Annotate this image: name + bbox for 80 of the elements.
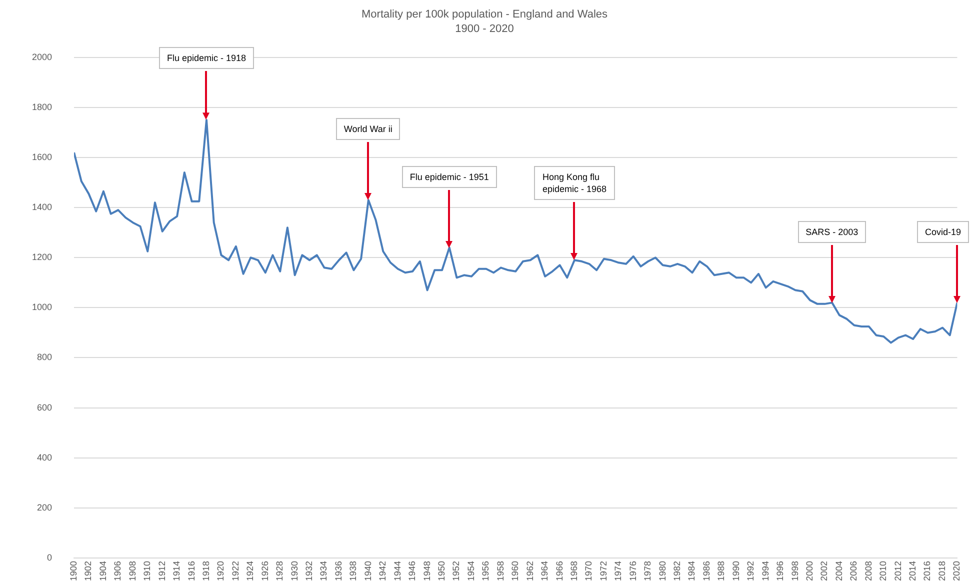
annotation: Hong Kong flu epidemic - 1968: [534, 166, 615, 200]
x-tick-label: 2012: [892, 560, 903, 582]
x-tick-label: 1974: [613, 560, 624, 582]
x-tick-label: 1930: [289, 560, 300, 582]
chart-title: Mortality per 100k population - England and Wales: [361, 8, 608, 21]
x-tick-label: 1988: [716, 560, 726, 582]
annotation: Flu epidemic - 1918: [158, 47, 254, 70]
y-tick-label: 0: [47, 552, 52, 562]
x-tick-label: 1900: [68, 560, 79, 582]
y-tick-label: 1400: [32, 202, 52, 212]
x-tick-label: 1940: [362, 560, 373, 582]
x-tick-label: 1950: [436, 560, 446, 582]
x-tick-label: 1922: [230, 560, 240, 582]
x-tick-label: 2000: [804, 560, 814, 582]
x-tick-label: 1936: [333, 560, 344, 582]
x-tick-label: 2018: [936, 560, 947, 582]
x-tick-label: 1992: [746, 560, 756, 582]
annotation: Covid-19: [917, 220, 970, 243]
chart-subtitle: 1900 - 2020: [455, 22, 514, 35]
y-tick-label: 1000: [32, 302, 52, 312]
y-tick-label: 600: [36, 402, 52, 412]
x-tick-label: 2010: [878, 560, 888, 582]
x-tick-label: 1918: [200, 560, 211, 582]
y-tick-label: 1200: [32, 252, 52, 262]
x-tick-label: 1908: [127, 560, 138, 582]
annotation: World War ii: [336, 118, 400, 140]
x-tick-label: 1920: [216, 560, 226, 582]
x-tick-label: 1928: [274, 560, 285, 582]
x-tick-label: 1964: [540, 560, 550, 582]
y-tick-label: 400: [36, 452, 52, 462]
y-tick-label: 2000: [32, 52, 52, 62]
x-tick-label: 1946: [407, 560, 418, 582]
x-tick-label: 2016: [922, 560, 932, 582]
x-tick-label: 1968: [568, 560, 579, 582]
x-tick-label: 1980: [657, 560, 668, 582]
annotation: SARS - 2003: [798, 220, 866, 243]
x-tick-label: 1958: [495, 560, 506, 582]
x-tick-label: 1916: [186, 560, 196, 582]
x-tick-label: 1976: [628, 560, 638, 582]
x-tick-label: 1972: [598, 560, 608, 582]
x-tick-label: 1960: [510, 560, 520, 582]
x-tick-label: 1934: [318, 560, 329, 582]
x-tick-label: 1984: [686, 560, 697, 582]
x-tick-label: 1942: [378, 560, 388, 582]
x-tick-label: 1948: [422, 560, 432, 582]
y-tick-label: 1600: [32, 152, 52, 162]
x-tick-label: 1982: [672, 560, 682, 582]
annotation: Flu epidemic - 1951: [402, 166, 497, 188]
x-tick-label: 1990: [730, 560, 741, 582]
x-tick-label: 1970: [584, 560, 594, 582]
x-tick-label: 1962: [524, 560, 535, 582]
x-tick-label: 1998: [790, 560, 800, 582]
x-tick-label: 1966: [554, 560, 564, 582]
x-tick-label: 1986: [701, 560, 712, 582]
x-tick-label: 1904: [98, 560, 108, 582]
x-tick-label: 1924: [245, 560, 256, 582]
x-tick-label: 1996: [775, 560, 786, 582]
x-tick-label: 1932: [304, 560, 314, 582]
x-tick-label: 1912: [156, 560, 167, 582]
y-tick-label: 800: [36, 352, 52, 362]
x-tick-label: 1910: [142, 560, 152, 582]
x-tick-label: 2006: [848, 560, 859, 582]
x-tick-label: 2004: [834, 560, 844, 582]
x-tick-label: 1914: [172, 560, 182, 582]
x-tick-label: 1902: [83, 560, 94, 582]
x-tick-label: 1944: [392, 560, 402, 582]
x-tick-label: 1994: [760, 560, 770, 582]
x-tick-label: 1952: [451, 560, 462, 582]
x-tick-label: 2020: [952, 560, 962, 582]
x-tick-label: 1938: [348, 560, 358, 582]
x-tick-label: 1954: [466, 560, 476, 582]
y-tick-label: 200: [36, 502, 52, 512]
x-tick-label: 2014: [908, 560, 918, 582]
x-tick-label: 1978: [642, 560, 653, 582]
y-tick-label: 1800: [32, 102, 52, 112]
x-tick-label: 1956: [480, 560, 491, 582]
x-tick-label: 2002: [819, 560, 830, 582]
x-tick-label: 1926: [260, 560, 270, 582]
x-tick-label: 1906: [112, 560, 123, 582]
x-tick-label: 2008: [863, 560, 874, 582]
